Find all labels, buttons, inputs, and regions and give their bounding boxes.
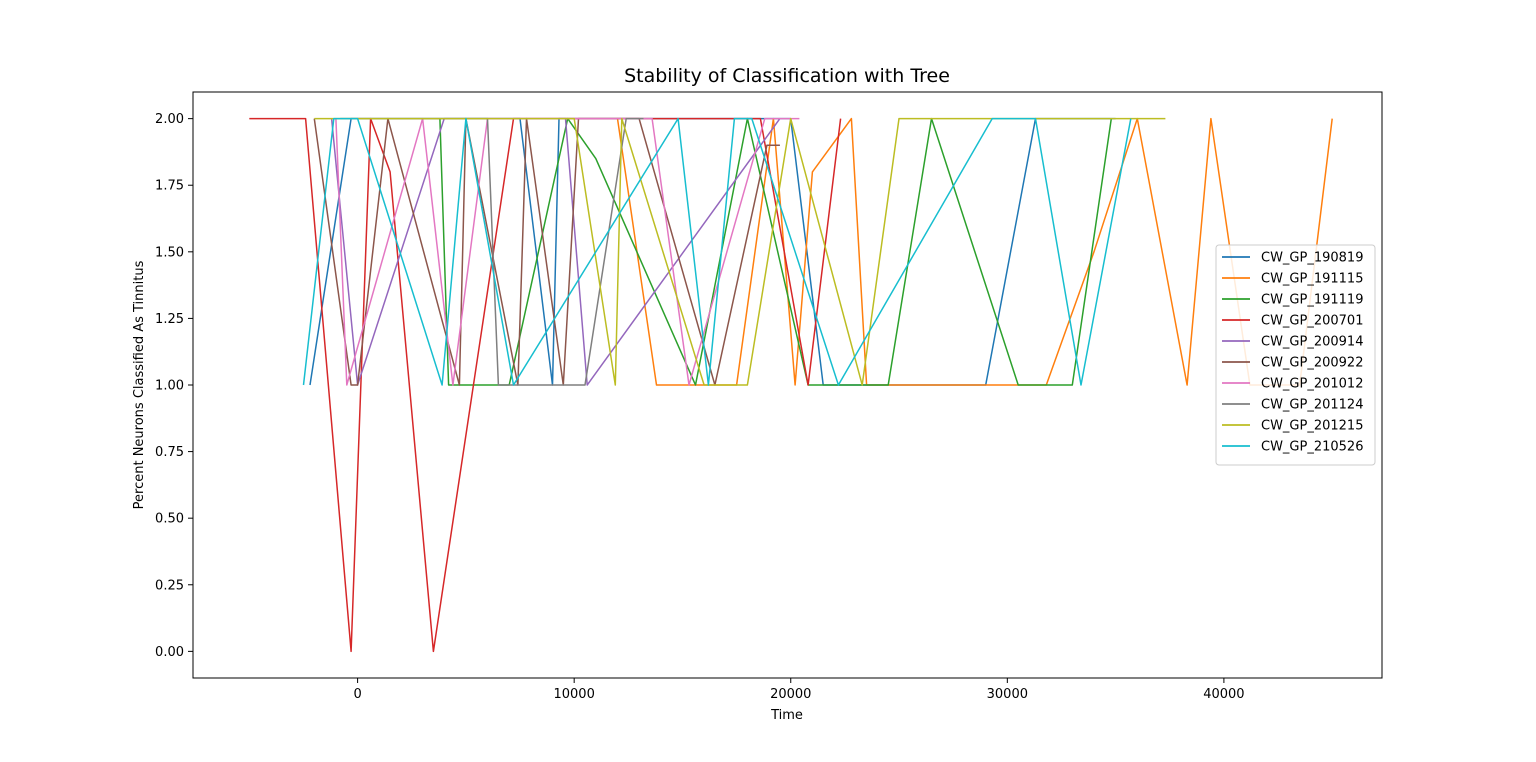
series-line-cw-gp-210526 bbox=[302, 117, 1132, 386]
legend-label: CW_GP_200914 bbox=[1261, 335, 1363, 350]
legend-label: CW_GP_200701 bbox=[1261, 314, 1363, 329]
y-tick-label: 0.75 bbox=[155, 445, 184, 460]
x-tick-label: 20000 bbox=[770, 687, 811, 702]
y-axis-label: Percent Neurons Classified As Tinnitus bbox=[132, 260, 147, 509]
legend-label: CW_GP_200922 bbox=[1261, 356, 1363, 371]
legend-label: CW_GP_201012 bbox=[1261, 377, 1363, 392]
legend-label: CW_GP_201124 bbox=[1261, 398, 1363, 413]
x-axis-label: Time bbox=[770, 708, 803, 723]
y-tick-label: 0.50 bbox=[155, 512, 184, 527]
x-tick-label: 40000 bbox=[1203, 687, 1244, 702]
series-line-cw-gp-201215 bbox=[314, 117, 1166, 386]
y-tick-label: 1.75 bbox=[155, 179, 184, 194]
y-tick-label: 1.00 bbox=[155, 379, 184, 394]
y-tick-label: 2.00 bbox=[155, 112, 184, 127]
legend-box bbox=[1215, 244, 1376, 466]
chart-title: Stability of Classification with Tree bbox=[624, 65, 950, 87]
y-axis-ticks: 0.00 0.25 0.50 0.75 1.00 1.25 1.50 1.75 2.00 bbox=[155, 112, 193, 660]
legend-label: CW_GP_190819 bbox=[1261, 251, 1363, 266]
x-tick-label: 30000 bbox=[987, 687, 1028, 702]
y-tick-label: 1.50 bbox=[155, 245, 184, 260]
legend-label: CW_GP_210526 bbox=[1261, 440, 1363, 455]
y-tick-label: 1.25 bbox=[155, 312, 184, 327]
x-axis-ticks: 0 10000 20000 30000 40000 bbox=[353, 678, 1245, 702]
plot-lines bbox=[249, 117, 1333, 653]
x-tick-label: 10000 bbox=[553, 687, 594, 702]
legend-label: CW_GP_201215 bbox=[1261, 419, 1363, 434]
x-tick-label: 0 bbox=[353, 687, 361, 702]
y-tick-label: 0.25 bbox=[155, 578, 184, 593]
y-tick-label: 0.00 bbox=[155, 645, 184, 660]
legend-label: CW_GP_191115 bbox=[1261, 272, 1363, 287]
legend: CW_GP_190819 CW_GP_191115 CW_GP_191119 CW_G… bbox=[1215, 244, 1376, 466]
legend-label: CW_GP_191119 bbox=[1261, 293, 1363, 308]
